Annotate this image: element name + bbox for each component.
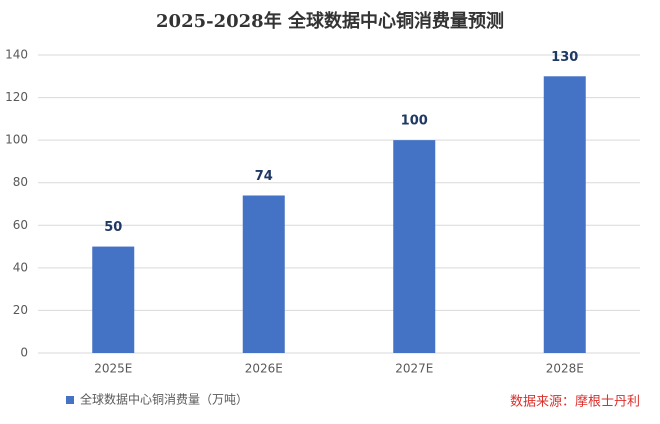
y-tick-label: 120 — [5, 90, 28, 104]
value-label: 130 — [551, 50, 578, 65]
bar — [92, 246, 135, 353]
y-tick-label: 80 — [13, 175, 28, 189]
value-label: 100 — [401, 114, 428, 129]
chart-title: 2025-2028年 全球数据中心铜消费量预测 — [156, 10, 504, 32]
value-label: 50 — [104, 220, 122, 235]
y-tick-label: 140 — [5, 48, 28, 62]
legend-swatch — [66, 396, 74, 404]
bar — [393, 140, 436, 353]
x-tick-label: 2027E — [395, 362, 433, 376]
y-tick-label: 100 — [5, 133, 28, 147]
y-tick-label: 0 — [20, 346, 28, 360]
x-tick-label: 2025E — [94, 362, 132, 376]
y-tick-label: 40 — [13, 260, 28, 274]
legend-label: 全球数据中心铜消费量（万吨） — [80, 392, 248, 407]
bar — [242, 195, 285, 353]
source-note: 数据来源：摩根士丹利 — [510, 394, 640, 410]
y-tick-label: 20 — [13, 303, 28, 317]
y-tick-label: 60 — [13, 218, 28, 232]
x-tick-label: 2026E — [245, 362, 283, 376]
x-tick-label: 2028E — [546, 362, 584, 376]
value-label: 74 — [255, 169, 273, 184]
bar — [543, 76, 586, 354]
